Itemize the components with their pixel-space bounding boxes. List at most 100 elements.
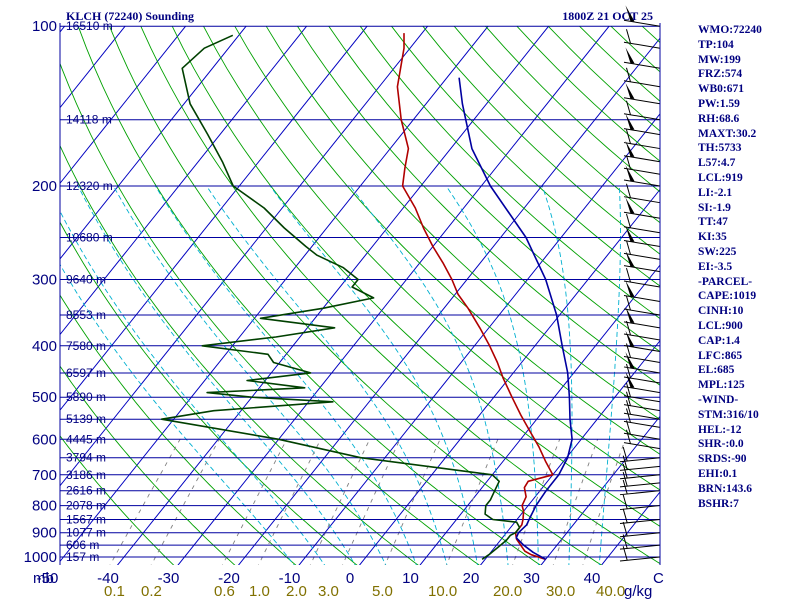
wind-barb	[619, 446, 661, 463]
pressure-tick-label: 700	[32, 467, 57, 484]
wind-barb	[623, 330, 661, 352]
dry-adiabat-line	[60, 294, 297, 565]
sounding-index-item: SHR-:0.0	[698, 438, 744, 451]
wind-barb	[623, 420, 661, 440]
mixing-ratio-line	[109, 439, 181, 565]
sounding-index-item: PW:1.59	[698, 97, 740, 110]
pressure-tick-label: 200	[32, 178, 57, 195]
pressure-unit-label: mb	[33, 570, 54, 587]
height-label: 7580 m	[66, 339, 106, 353]
height-label: 3794 m	[66, 451, 106, 465]
dry-adiabat-line	[171, 26, 660, 527]
isotherm-line	[358, 188, 660, 565]
isotherm-line	[116, 25, 549, 565]
height-label: 157 m	[66, 550, 99, 564]
height-label: 8553 m	[66, 308, 106, 322]
isotherm-line	[60, 25, 247, 260]
wind-barb	[623, 429, 661, 450]
moist-adiabat-line	[77, 185, 356, 565]
sounding-index-item: CINH:10	[698, 305, 744, 318]
wind-barb	[623, 82, 661, 105]
wind-barb	[623, 391, 661, 412]
sounding-index-item: SI:-1.9	[698, 201, 731, 214]
wind-barb	[623, 343, 661, 363]
mixing-ratio-line	[309, 439, 371, 565]
dry-adiabat-line	[140, 26, 660, 565]
isotherm-line	[479, 339, 660, 565]
wind-barb	[623, 295, 661, 316]
height-label: 9640 m	[66, 272, 106, 286]
wind-barb	[619, 521, 661, 538]
temperature-tick-label: 20	[463, 570, 480, 587]
moist-adiabat-line	[155, 185, 417, 565]
mixing-ratio-line	[342, 439, 401, 565]
moist-adiabat-line	[206, 185, 448, 565]
sounding-index-item: TT:47	[698, 216, 728, 229]
wind-barb	[623, 363, 661, 384]
sounding-index-item: -PARCEL-	[698, 275, 753, 288]
temperature-tick-label: -20	[218, 570, 240, 587]
pressure-tick-label: 100	[32, 18, 57, 35]
wind-barb	[619, 508, 661, 525]
wind-barb	[623, 5, 661, 27]
temperature-tick-label: -30	[158, 570, 180, 587]
moist-adiabat-line	[269, 185, 478, 565]
mixing-ratio-tick-label: 10.0	[428, 583, 457, 600]
mixing-ratio-tick-label: 1.0	[249, 583, 270, 600]
temperature-tick-label: -10	[279, 570, 301, 587]
wind-barb	[619, 546, 661, 562]
sounding-index-item: LFC:865	[698, 349, 743, 362]
moist-adiabat-line	[598, 185, 621, 565]
temperature-tick-label: -50	[37, 570, 59, 587]
wind-barb	[623, 100, 661, 121]
temperature-tick-label: 30	[523, 570, 540, 587]
dry-adiabat-line	[60, 365, 236, 565]
mixing-ratio-line	[552, 439, 599, 565]
wind-barb	[623, 240, 661, 260]
temperature-tick-label: 0	[346, 570, 354, 587]
wind-barb	[623, 67, 661, 88]
wind-barb	[623, 47, 661, 69]
wind-barb	[623, 155, 661, 175]
dry-adiabat-line	[391, 25, 660, 287]
height-label: 10680 m	[66, 230, 113, 244]
mixing-ratio-line	[512, 439, 561, 565]
wind-barb	[623, 400, 661, 420]
sounding-index-item: LCL:919	[698, 171, 743, 184]
mixing-ratio-tick-label: 20.0	[493, 583, 522, 600]
height-label: 4445 m	[66, 432, 106, 446]
sounding-index-item: CAPE:1019	[698, 290, 757, 303]
mixing-ratio-line	[150, 439, 220, 565]
wind-barb	[623, 129, 661, 150]
sounding-index-item: BRN:143.6	[698, 482, 752, 495]
parcel-profile-line	[458, 77, 573, 560]
height-label: 2078 m	[66, 499, 106, 513]
dry-adiabat-line	[422, 25, 660, 255]
wind-barb	[623, 352, 661, 374]
sounding-index-item: MAXT:30.2	[698, 127, 757, 140]
mixing-ratio-tick-label: 2.0	[286, 583, 307, 600]
wind-barb	[623, 29, 661, 49]
isotherm-line	[298, 113, 660, 565]
wind-barb	[623, 183, 661, 204]
sounding-index-item: BSHR:7	[698, 497, 739, 510]
wind-barb	[623, 213, 661, 234]
dewpoint-profile-line	[160, 34, 521, 560]
sounding-index-item: FRZ:574	[698, 68, 743, 81]
mixing-ratio-tick-label: 0.1	[104, 583, 125, 600]
pressure-tick-label: 600	[32, 431, 57, 448]
temperature-profile-line	[396, 33, 554, 561]
isotherm-line	[177, 25, 610, 565]
pressure-tick-label: 800	[32, 498, 57, 515]
mixing-ratio-tick-label: 30.0	[546, 583, 575, 600]
temperature-tick-label: 40	[584, 570, 601, 587]
wind-barb	[623, 165, 661, 187]
wind-barb	[623, 250, 661, 273]
dry-adiabat-line	[60, 62, 480, 565]
isotherm-line	[540, 415, 660, 565]
isotherm-line	[60, 25, 186, 185]
dry-adiabat-line	[234, 25, 660, 455]
wind-barb	[623, 280, 661, 302]
mixing-ratio-unit-label: g/kg	[624, 583, 652, 600]
sounding-index-item: EL:685	[698, 364, 735, 377]
